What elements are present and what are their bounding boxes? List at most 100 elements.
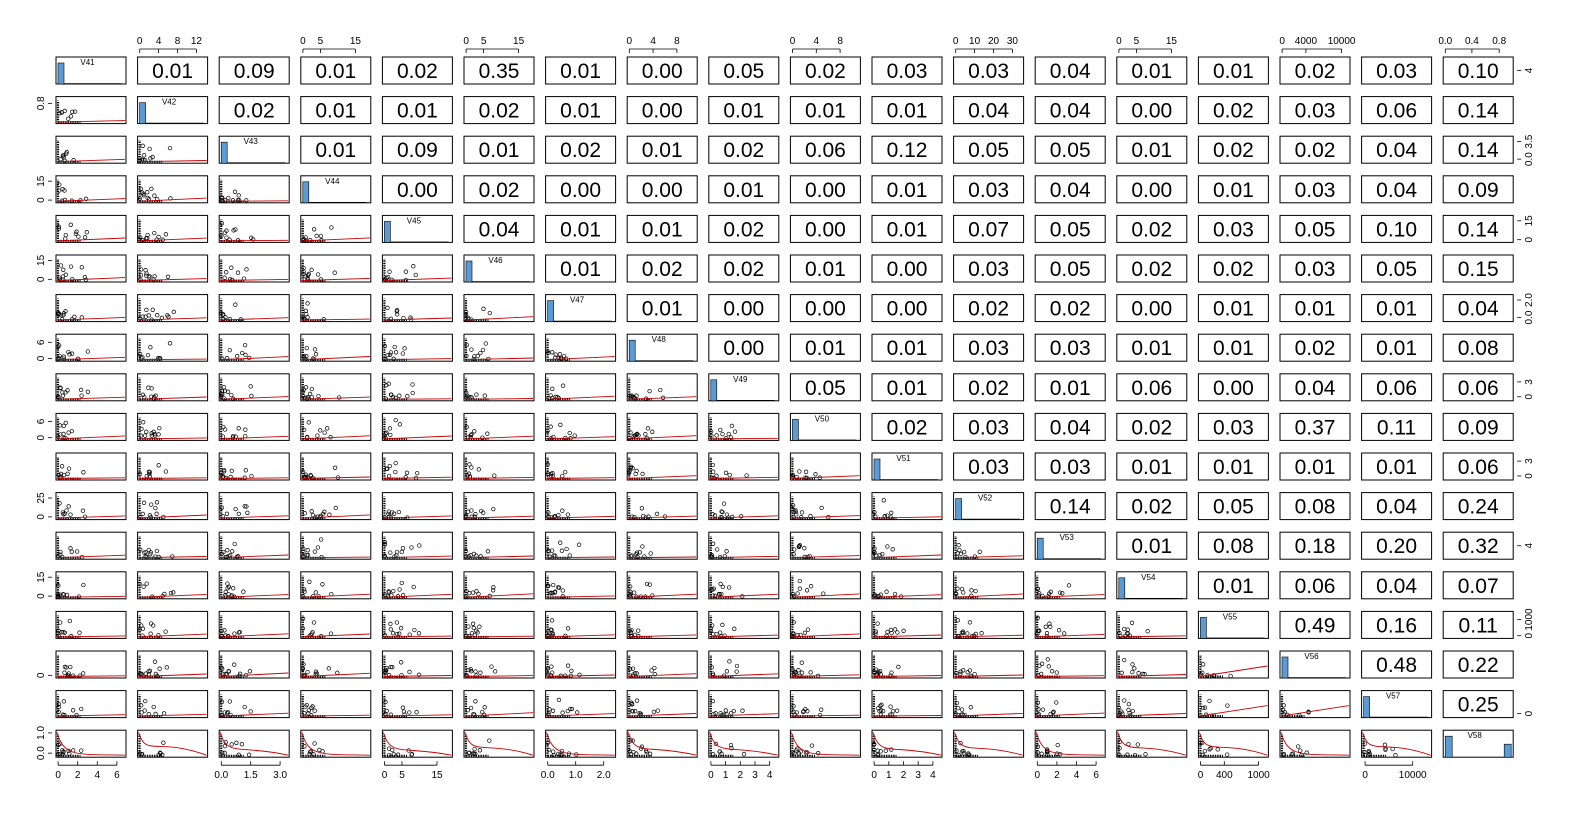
panel-frame [218, 135, 290, 164]
panel-V44-V50: 0.00 [789, 175, 861, 204]
panel-frame [1361, 254, 1433, 283]
panel-V57-V58: 0.25 [1442, 690, 1514, 719]
panel-frame [1116, 294, 1188, 323]
scatter-point [85, 349, 90, 354]
correlation-value: 0.11 [1377, 416, 1416, 439]
scatter-point [141, 500, 147, 505]
panel-V49-V56: 0.04 [1279, 373, 1351, 402]
correlation-value: 0.04 [1376, 179, 1417, 202]
smooth-line [464, 398, 534, 400]
panel-V51-V58: 0.06 [1442, 452, 1514, 481]
scatter-point [883, 748, 888, 753]
panel-frame [463, 214, 535, 243]
tick-label: 3.0 [273, 770, 287, 781]
panel-frame [137, 531, 209, 560]
panel-frame [1116, 452, 1188, 481]
scatter-point [470, 621, 476, 626]
tick-label: 10000 [1328, 36, 1356, 47]
scatter-point [718, 427, 723, 433]
scatter-point [399, 549, 404, 555]
scatter-point [318, 428, 323, 433]
correlation-value: 0.04 [968, 100, 1009, 123]
scatter-point [68, 664, 73, 670]
scatter-point [248, 709, 253, 714]
panel-V45-V43 [218, 214, 290, 243]
scatter-point [81, 582, 86, 588]
scatter-point [66, 349, 71, 355]
panel-V54-V47 [545, 571, 617, 600]
smooth-line [628, 634, 697, 638]
scatter-point [884, 589, 889, 594]
scatter-point [480, 435, 485, 440]
scatter-point [59, 464, 65, 469]
panel-frame [1442, 610, 1514, 639]
scatter-point [889, 670, 894, 675]
tick-label: 0 [1362, 770, 1368, 781]
panel-frame [1197, 333, 1269, 362]
panel-V43-V46: 0.01 [463, 135, 535, 164]
panel-frame [300, 690, 372, 719]
panel-V45-V53: 0.05 [1034, 214, 1106, 243]
smooth-line [56, 515, 126, 519]
panel-V48-V42 [137, 333, 209, 362]
panel-V51-V46 [463, 452, 535, 481]
panel-frame [1116, 254, 1188, 283]
tick-label: 8 [674, 36, 680, 47]
scatter-point [1039, 661, 1045, 666]
scatter-point [957, 547, 962, 553]
panel-V56-V41 [55, 650, 127, 679]
smooth-line [220, 594, 289, 598]
panel-frame [55, 214, 127, 243]
scatter-point [80, 508, 86, 513]
panel-frame [300, 254, 372, 283]
panel-frame [626, 96, 698, 125]
panel-frame [871, 333, 943, 362]
correlation-value: 0.02 [723, 139, 764, 162]
panel-V49-V46 [463, 373, 535, 402]
scatter-point [875, 748, 880, 753]
correlation-value: 0.02 [642, 258, 683, 281]
scatter-point [798, 749, 803, 754]
correlation-value: 0.01 [1213, 575, 1254, 598]
scatter-point [82, 514, 88, 519]
panel-frame [871, 452, 943, 481]
scatter-point [888, 627, 894, 633]
tick-label: 6 [36, 418, 47, 424]
correlation-value: 0.02 [1131, 258, 1172, 281]
scatter-point [222, 388, 228, 394]
scatter-point [647, 751, 653, 756]
smooth-line [709, 673, 778, 677]
scatter-point [805, 627, 811, 632]
variable-name: V44 [325, 177, 340, 186]
scatter-point [222, 743, 228, 749]
smooth-line [546, 477, 615, 479]
scatter-point [473, 751, 478, 756]
scatter-point [797, 543, 802, 549]
panel-frame [218, 294, 290, 323]
panel-frame [953, 135, 1025, 164]
panel-frame [708, 571, 780, 600]
scatter-point [79, 748, 84, 753]
correlation-value: 0.01 [1213, 456, 1254, 479]
correlation-value: 0.02 [1213, 139, 1254, 162]
panel-frame [381, 412, 453, 441]
scatter-point [1366, 748, 1371, 754]
scatter-point [1225, 703, 1230, 708]
scatter-point [388, 627, 393, 632]
scatter-point [309, 267, 314, 273]
scatter-point [231, 586, 236, 591]
scatter-point [965, 670, 970, 675]
correlation-value: 0.04 [1050, 416, 1091, 439]
panel-frame [1034, 531, 1106, 560]
scatter-point [799, 670, 805, 675]
tick-label: 0 [36, 672, 47, 678]
scatter-point [468, 705, 474, 711]
panel-V48-V43 [218, 333, 290, 362]
correlation-value: 0.05 [1050, 218, 1091, 241]
scatter-point [407, 669, 412, 675]
panel-V54-V48 [626, 571, 698, 600]
panel-V42-V55: 0.02 [1197, 96, 1269, 125]
correlation-value: 0.02 [1295, 337, 1336, 360]
scatter-point [58, 263, 64, 268]
scatter-point [880, 551, 885, 557]
